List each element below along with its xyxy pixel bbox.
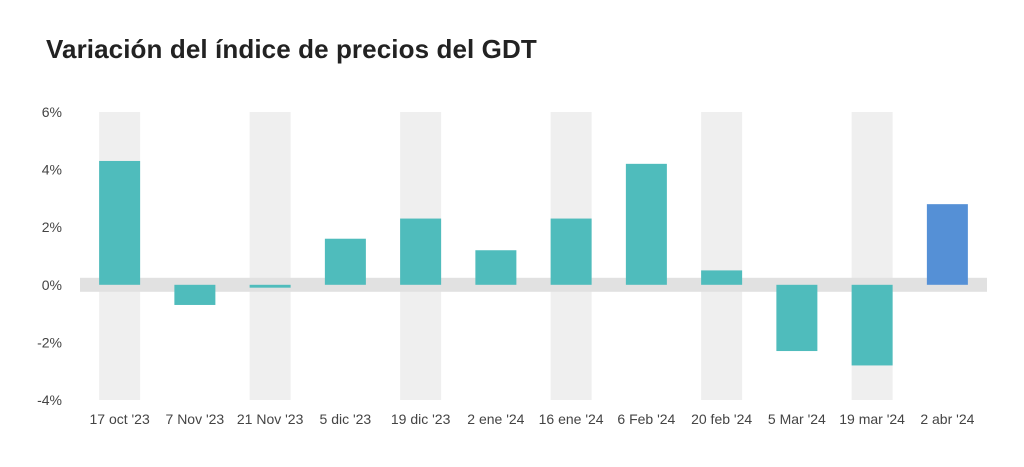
x-tick-label: 20 feb '24 bbox=[691, 411, 752, 427]
bar bbox=[625, 163, 667, 285]
y-tick-label: 0% bbox=[42, 277, 62, 293]
background-band bbox=[249, 112, 291, 400]
x-tick-label: 16 ene '24 bbox=[539, 411, 604, 427]
x-tick-label: 2 ene '24 bbox=[467, 411, 524, 427]
x-tick-label: 6 Feb '24 bbox=[617, 411, 675, 427]
bar bbox=[851, 284, 893, 366]
zero-line-band bbox=[80, 277, 987, 292]
bar bbox=[400, 218, 442, 285]
x-tick-label: 19 mar '24 bbox=[839, 411, 905, 427]
bar bbox=[249, 284, 291, 288]
bar bbox=[776, 284, 818, 352]
y-tick-label: 4% bbox=[42, 162, 62, 178]
x-tick-label: 19 dic '23 bbox=[391, 411, 451, 427]
bar bbox=[324, 238, 366, 285]
bar bbox=[701, 270, 743, 285]
y-tick-label: 2% bbox=[42, 219, 62, 235]
y-tick-label: 6% bbox=[42, 104, 62, 120]
bar bbox=[475, 250, 517, 285]
x-tick-label: 17 oct '23 bbox=[89, 411, 149, 427]
x-tick-label: 7 Nov '23 bbox=[166, 411, 225, 427]
chart-title: Variación del índice de precios del GDT bbox=[46, 34, 537, 64]
bar bbox=[926, 204, 968, 285]
background-band bbox=[701, 112, 743, 400]
bar bbox=[174, 284, 216, 305]
y-tick-label: -4% bbox=[37, 392, 62, 408]
x-tick-label: 2 abr '24 bbox=[920, 411, 974, 427]
x-tick-label: 5 dic '23 bbox=[320, 411, 372, 427]
bar bbox=[99, 160, 141, 285]
y-tick-label: -2% bbox=[37, 334, 62, 350]
x-tick-label: 21 Nov '23 bbox=[237, 411, 304, 427]
x-tick-label: 5 Mar '24 bbox=[768, 411, 826, 427]
bar bbox=[550, 218, 592, 285]
